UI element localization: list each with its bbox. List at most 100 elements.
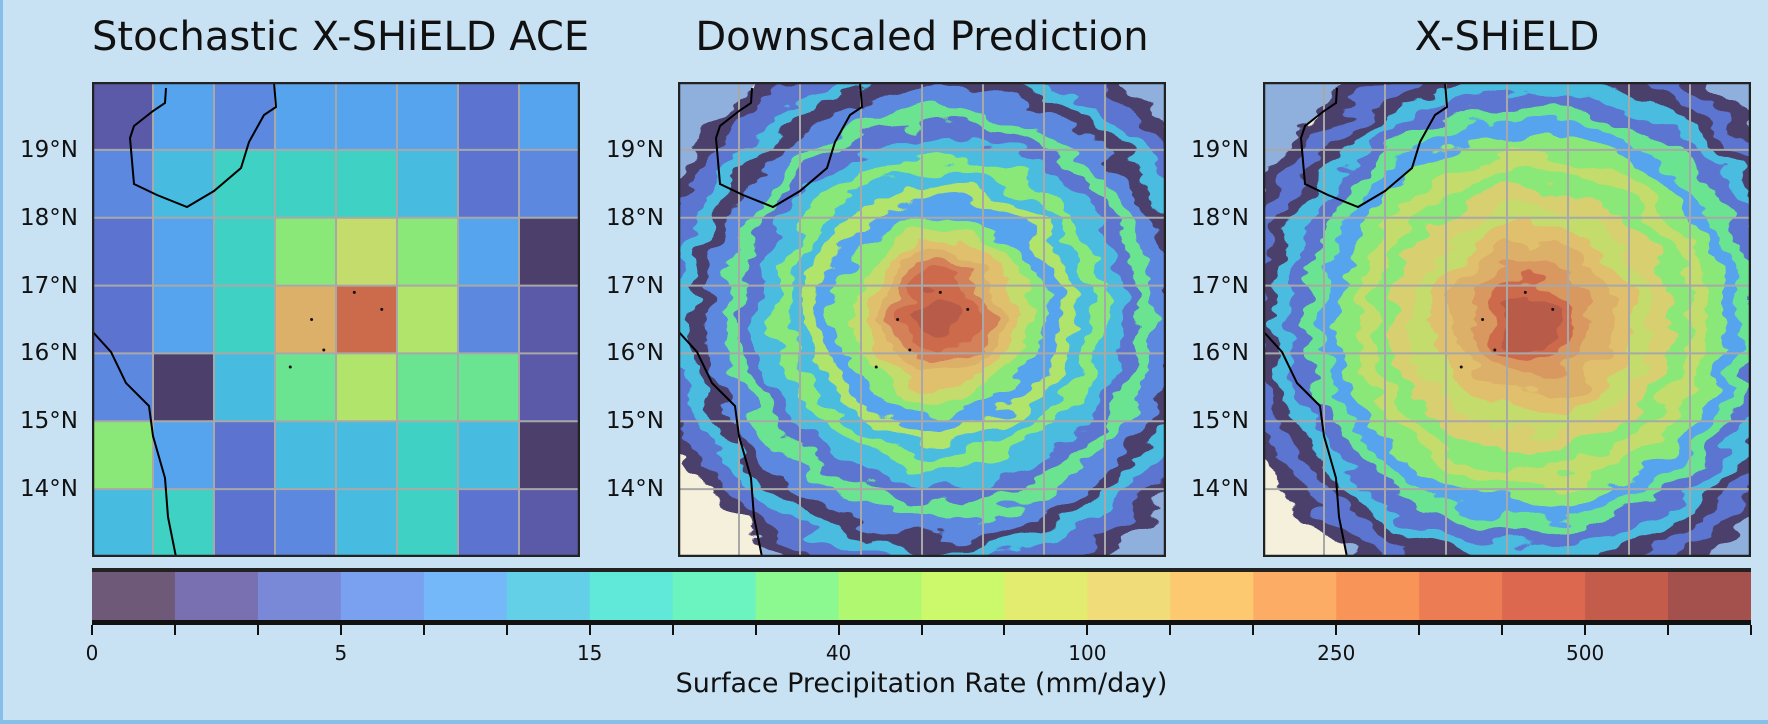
lat-tick-label: 15°N xyxy=(606,408,664,435)
colorbar xyxy=(92,568,1751,625)
island-dot xyxy=(380,307,384,311)
precip-cell xyxy=(519,353,580,422)
precip-cell xyxy=(519,285,580,354)
frame-left-border xyxy=(0,0,3,724)
precip-cell xyxy=(458,149,520,219)
colorbar-segment xyxy=(838,571,922,621)
precip-cell xyxy=(458,489,520,557)
colorbar-segment xyxy=(1502,571,1586,621)
colorbar-tick-label: 0 xyxy=(85,641,99,665)
precip-cell xyxy=(214,217,276,287)
colorbar-tick-label: 250 xyxy=(1317,641,1356,665)
colorbar-segment xyxy=(506,571,591,621)
colorbar-tick-label: 100 xyxy=(1068,641,1107,665)
colorbar-tick xyxy=(1086,625,1089,635)
lat-tick-label: 16°N xyxy=(20,340,78,367)
lat-tick-label: 17°N xyxy=(606,272,664,299)
precip-cell xyxy=(336,217,398,287)
precip-cell xyxy=(92,489,154,557)
colorbar-segment xyxy=(755,571,840,621)
precip-cell xyxy=(153,421,215,490)
lat-tick-label: 16°N xyxy=(606,340,664,367)
island-dot xyxy=(288,365,292,369)
precip-cell xyxy=(92,217,154,287)
precip-cell xyxy=(397,82,459,151)
rain-band xyxy=(1503,292,1560,347)
lat-tick-label: 19°N xyxy=(20,136,78,163)
precip-cell xyxy=(153,285,215,354)
island-dot xyxy=(1551,307,1555,311)
island-dot xyxy=(1523,290,1527,294)
precip-cell xyxy=(458,217,520,287)
precip-cell xyxy=(275,489,337,557)
colorbar-tick xyxy=(588,625,591,635)
frame-bottom-border xyxy=(0,720,1768,724)
precip-cell xyxy=(458,421,520,490)
colorbar-segment xyxy=(340,571,425,621)
colorbar-segment xyxy=(1170,571,1254,621)
map-frame xyxy=(678,82,1166,557)
precip-cell xyxy=(214,489,276,557)
precip-cell xyxy=(397,217,459,287)
colorbar-segment xyxy=(1585,571,1669,621)
colorbar-segment xyxy=(1087,571,1171,621)
panel-stochastic-ace-map xyxy=(92,82,580,557)
lat-tick-label: 15°N xyxy=(20,408,78,435)
colorbar-tick xyxy=(91,625,93,635)
precip-cell xyxy=(519,489,580,557)
precip-cell xyxy=(397,353,459,422)
precip-cell xyxy=(153,149,215,219)
colorbar-top-edge xyxy=(92,568,1751,572)
panel-downscaled-prediction-map xyxy=(678,82,1166,557)
colorbar-segment xyxy=(1004,571,1088,621)
precip-cell xyxy=(458,353,520,422)
island-dot xyxy=(322,348,326,352)
island-dot xyxy=(966,307,970,311)
colorbar-tick-label: 5 xyxy=(334,641,348,665)
lat-tick-label: 14°N xyxy=(1191,476,1249,503)
colorbar-segment xyxy=(174,571,259,621)
lat-tick-label: 19°N xyxy=(606,136,664,163)
lat-tick-label: 17°N xyxy=(20,272,78,299)
precip-cell xyxy=(336,353,398,422)
precip-cell xyxy=(214,353,276,422)
lat-tick-label: 16°N xyxy=(1191,340,1249,367)
map-canvas xyxy=(1263,82,1751,557)
colorbar-segment xyxy=(1419,571,1503,621)
precip-cell xyxy=(519,217,580,287)
colorbar-tick xyxy=(1667,625,1670,635)
colorbar-segment xyxy=(672,571,757,621)
precip-cell xyxy=(397,489,459,557)
island-dot xyxy=(874,365,878,369)
coastline-hainan xyxy=(714,82,864,209)
colorbar-tick xyxy=(1584,625,1587,635)
precip-cell xyxy=(92,82,154,151)
colorbar-tick xyxy=(173,625,176,635)
precip-cell xyxy=(275,285,337,354)
lat-tick-label: 17°N xyxy=(1191,272,1249,299)
colorbar-tick xyxy=(1003,625,1006,635)
colorbar-bottom-edge xyxy=(92,620,1751,625)
panel-xshield-map xyxy=(1263,82,1751,557)
precip-cell xyxy=(92,353,154,422)
colorbar-tick xyxy=(671,625,674,635)
colorbar-segment xyxy=(1668,571,1751,621)
precip-cell xyxy=(336,285,398,354)
precip-cell xyxy=(214,149,276,219)
island-dot xyxy=(310,318,314,321)
colorbar-tick xyxy=(1335,625,1338,635)
island-dot xyxy=(1459,365,1463,369)
colorbar-segment xyxy=(1336,571,1420,621)
map-frame xyxy=(92,82,580,557)
lat-tick-label: 18°N xyxy=(606,204,664,231)
colorbar-segment xyxy=(92,571,176,621)
island-dot xyxy=(908,348,912,352)
precip-cell xyxy=(397,285,459,354)
colorbar-tick-label: 15 xyxy=(576,641,603,665)
coastline-hainan xyxy=(1299,82,1449,209)
lat-tick-label: 14°N xyxy=(20,476,78,503)
precip-cell xyxy=(92,149,154,219)
island-dot xyxy=(352,290,356,294)
colorbar-tick xyxy=(505,625,508,635)
precip-cell xyxy=(153,353,215,422)
